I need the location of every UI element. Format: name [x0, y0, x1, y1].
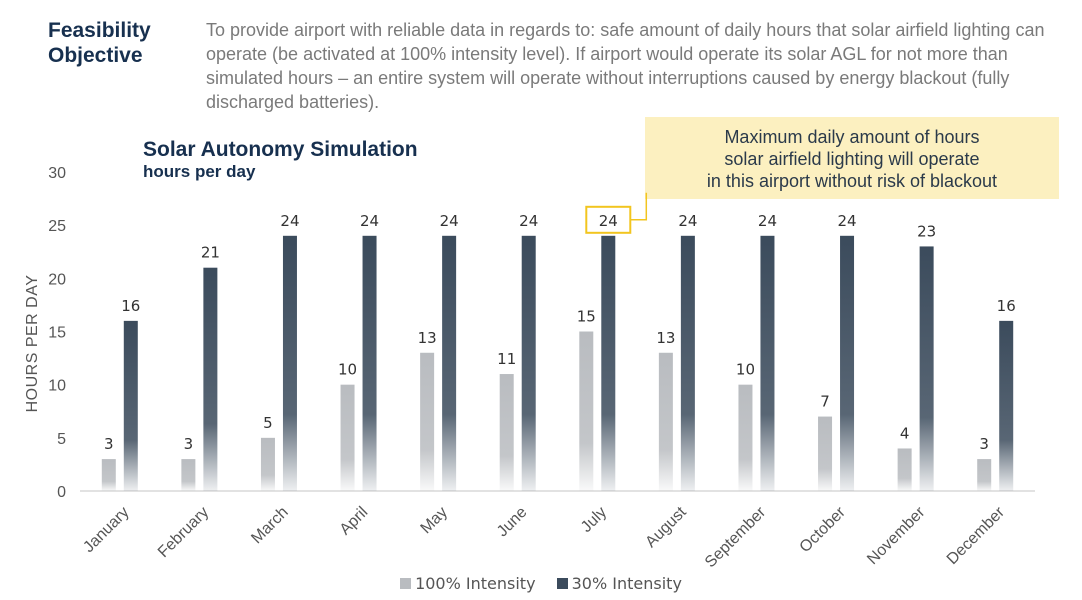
x-tick-label: May: [418, 504, 451, 537]
bar-30-august: [680, 235, 695, 491]
bar-100-november: [897, 448, 912, 491]
bar-30-october: [840, 235, 855, 491]
data-label-100-december: 3: [979, 435, 989, 453]
data-label-30-october: 24: [837, 212, 856, 230]
y-tick-label: 5: [57, 431, 66, 448]
bar-30-march: [282, 235, 297, 491]
x-tick-label: September: [702, 503, 770, 571]
y-tick-label: 20: [48, 271, 66, 288]
data-label-30-august: 24: [678, 212, 697, 230]
bar-100-april: [340, 384, 355, 491]
max-hours-callout: Maximum daily amount of hours solar airf…: [645, 117, 1059, 199]
data-label-30-june: 24: [519, 212, 538, 230]
bar-100-june: [499, 374, 514, 491]
objective-description: To provide airport with reliable data in…: [206, 20, 1045, 112]
data-label-30-november: 23: [917, 222, 936, 240]
x-tick-label: November: [864, 503, 929, 568]
y-tick-label: 15: [48, 325, 66, 342]
bar-100-december: [977, 459, 992, 491]
chart-subtitle: hours per day: [143, 162, 256, 181]
data-label-30-july: 24: [599, 212, 618, 230]
bar-30-december: [999, 320, 1014, 491]
bar-100-may: [420, 352, 435, 491]
data-label-30-may: 24: [440, 212, 459, 230]
x-tick-label: March: [248, 504, 291, 547]
x-tick-label: January: [80, 504, 132, 556]
x-tick-label: June: [494, 504, 531, 541]
x-tick-label: December: [944, 503, 1009, 568]
y-tick-label: 25: [48, 218, 66, 235]
x-tick-label: July: [578, 504, 610, 536]
highlight-leader-line: [630, 192, 648, 221]
data-label-30-september: 24: [758, 212, 777, 230]
feasibility-objective-heading: Feasibility Objective: [48, 18, 198, 68]
legend-label-100: 100% Intensity: [415, 574, 536, 593]
legend-item-30: 30% Intensity: [556, 574, 682, 593]
bar-100-march: [260, 437, 275, 491]
bar-100-february: [181, 459, 196, 491]
data-label-100-february: 3: [184, 435, 194, 453]
bar-100-august: [658, 352, 673, 491]
data-label-100-november: 4: [900, 424, 910, 442]
data-label-100-march: 5: [263, 414, 273, 432]
chart-legend: 100% Intensity 30% Intensity: [0, 574, 1082, 593]
data-label-30-march: 24: [280, 212, 299, 230]
x-tick-label: October: [797, 503, 850, 556]
bar-30-june: [521, 235, 536, 491]
data-label-30-january: 16: [121, 297, 140, 315]
data-label-100-september: 10: [736, 361, 755, 379]
data-label-100-may: 13: [418, 329, 437, 347]
legend-item-100: 100% Intensity: [400, 574, 536, 593]
heading-line-1: Feasibility: [48, 19, 151, 42]
legend-swatch-100: [400, 578, 412, 589]
x-tick-label: April: [337, 504, 372, 539]
y-tick-label: 10: [48, 378, 66, 395]
x-tick-label: August: [642, 503, 690, 551]
bar-30-february: [203, 267, 218, 491]
legend-label-30: 30% Intensity: [571, 574, 682, 593]
bar-30-january: [123, 320, 138, 491]
y-tick-label: 0: [57, 484, 66, 501]
bar-100-july: [579, 331, 594, 491]
data-label-100-july: 15: [577, 308, 596, 326]
data-label-30-december: 16: [997, 297, 1016, 315]
bar-100-september: [738, 384, 753, 491]
bar-100-october: [818, 416, 833, 491]
bar-30-april: [362, 235, 377, 491]
callout-line-1: Maximum daily amount of hours: [724, 127, 980, 147]
data-label-100-april: 10: [338, 361, 357, 379]
chart-title: Solar Autonomy Simulation: [143, 138, 418, 161]
callout-line-2: solar airfield lighting will operate: [724, 149, 980, 169]
bar-30-november: [919, 246, 934, 491]
data-label-100-january: 3: [104, 435, 114, 453]
data-label-30-february: 21: [201, 244, 220, 262]
callout-line-3: in this airport without risk of blackout: [706, 171, 998, 191]
bar-30-may: [442, 235, 457, 491]
data-label-30-april: 24: [360, 212, 379, 230]
x-tick-label: February: [155, 504, 212, 561]
data-label-100-october: 7: [820, 393, 830, 411]
heading-line-2: Objective: [48, 44, 143, 67]
bar-100-january: [101, 459, 116, 491]
bar-30-july: [601, 235, 616, 491]
data-label-100-june: 11: [497, 350, 516, 368]
bar-30-september: [760, 235, 775, 491]
y-axis-title: HOURS PER DAY: [24, 275, 41, 413]
data-label-100-august: 13: [656, 329, 675, 347]
y-tick-label: 30: [48, 165, 66, 182]
legend-swatch-30: [556, 578, 568, 589]
